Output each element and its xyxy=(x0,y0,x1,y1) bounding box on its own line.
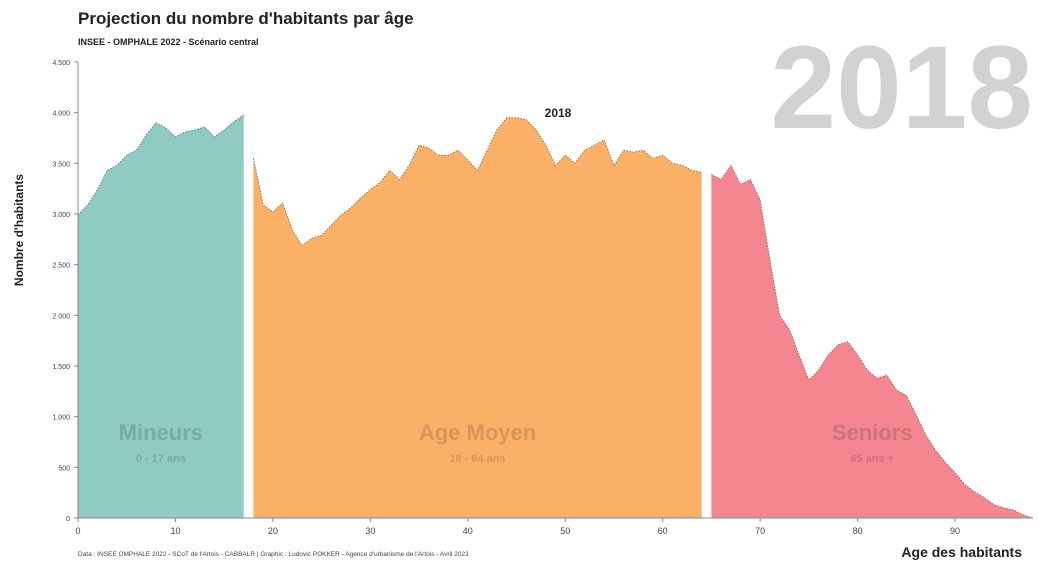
x-axis-label: Age des habitants xyxy=(901,544,1022,560)
y-tick-label: 4.500 xyxy=(52,60,70,67)
year-watermark: 2018 xyxy=(770,22,1033,154)
x-tick-label: 40 xyxy=(463,526,473,536)
chart-title: Projection du nombre d'habitants par âge xyxy=(78,9,414,28)
series-label: Age Moyen xyxy=(419,420,536,445)
y-tick-label: 1.500 xyxy=(52,364,70,371)
series-label: Mineurs xyxy=(119,420,203,445)
source-note: Data : INSEE OMPHALE 2022 - SCoT de l'Ar… xyxy=(78,551,469,558)
x-tick-label: 30 xyxy=(365,526,375,536)
series-range: 65 ans + xyxy=(850,453,894,465)
series-range: 18 - 64 ans xyxy=(449,453,505,465)
area xyxy=(78,114,244,518)
series-label: Seniors xyxy=(832,420,913,445)
x-tick-label: 20 xyxy=(268,526,278,536)
x-tick-label: 60 xyxy=(658,526,668,536)
y-tick-label: 3.500 xyxy=(52,161,70,168)
y-tick-label: 0 xyxy=(66,516,70,523)
x-tick-label: 10 xyxy=(170,526,180,536)
annotation: 2018 xyxy=(545,106,572,120)
y-tick-label: 1.000 xyxy=(52,415,70,422)
area xyxy=(253,117,702,518)
x-tick-label: 50 xyxy=(560,526,570,536)
y-axis-label: Nombre d'habitants xyxy=(12,174,26,287)
area-outline xyxy=(252,117,702,247)
y-tick-label: 2.000 xyxy=(52,313,70,320)
x-tick-label: 0 xyxy=(75,526,80,536)
x-tick-label: 80 xyxy=(853,526,863,536)
x-tick-label: 70 xyxy=(755,526,765,536)
series-range: 0 - 17 ans xyxy=(136,453,186,465)
area xyxy=(711,165,1033,518)
x-tick-label: 90 xyxy=(950,526,960,536)
chart-subtitle: INSEE - OMPHALE 2022 - Scénario central xyxy=(78,37,259,47)
y-tick-label: 500 xyxy=(58,465,70,472)
y-tick-label: 2.500 xyxy=(52,263,70,270)
y-tick-label: 3.000 xyxy=(52,212,70,219)
y-tick-label: 4.000 xyxy=(52,111,70,118)
